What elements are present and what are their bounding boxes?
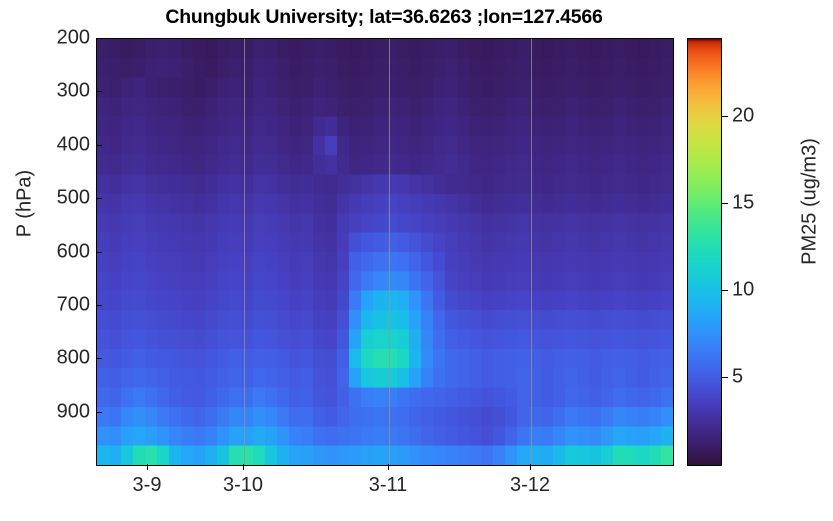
colorbar-tick-mark-10 [722,290,728,291]
colorbar-canvas [688,39,721,465]
y-tick-mark-200 [96,38,102,39]
y-axis-tick-labels: 200 300 400 500 600 700 800 900 [30,27,90,464]
gridline-3-11 [389,39,390,465]
x-tick-mark-3-10 [243,464,244,470]
y-axis-title: P (hPa) [13,169,36,238]
colorbar [687,38,722,466]
x-tick-mark-3-9 [147,464,148,470]
y-tick-label-200: 200 [56,26,90,49]
colorbar-tick-mark-20 [722,116,728,117]
y-tick-mark-400 [96,145,102,146]
gridline-3-12 [531,39,532,465]
x-tick-label-3-11: 3-11 [368,474,408,496]
page-title: Chungbuk University; lat=36.6263 ;lon=12… [165,6,603,28]
x-tick-mark-3-11 [388,464,389,470]
heatmap-plot-area [96,38,674,466]
colorbar-tick-label-10: 10 [732,278,755,301]
colorbar-title: PM25 (ug/m3) [798,138,821,265]
y-tick-mark-800 [96,358,102,359]
y-tick-mark-900 [96,412,102,413]
y-tick-mark-500 [96,198,102,199]
gridline-3-10 [244,39,245,465]
y-tick-label-500: 500 [56,186,90,209]
colorbar-tick-mark-5 [722,377,728,378]
heatmap-canvas [97,39,673,465]
colorbar-tick-label-15: 15 [732,191,755,214]
y-tick-label-800: 800 [56,346,90,369]
colorbar-tick-label-20: 20 [732,104,755,127]
colorbar-tick-mark-15 [722,203,728,204]
y-tick-mark-600 [96,252,102,253]
y-tick-label-900: 900 [56,400,90,423]
y-tick-mark-300 [96,91,102,92]
y-tick-mark-700 [96,305,102,306]
x-tick-mark-3-12 [530,464,531,470]
y-tick-label-600: 600 [56,240,90,263]
x-tick-label-3-10: 3-10 [222,474,264,496]
y-tick-label-300: 300 [56,79,90,102]
x-tick-label-3-9: 3-9 [132,474,162,496]
y-tick-label-400: 400 [56,133,90,156]
colorbar-tick-label-5: 5 [732,365,744,388]
x-tick-label-3-12: 3-12 [509,474,551,496]
y-tick-label-700: 700 [56,293,90,316]
